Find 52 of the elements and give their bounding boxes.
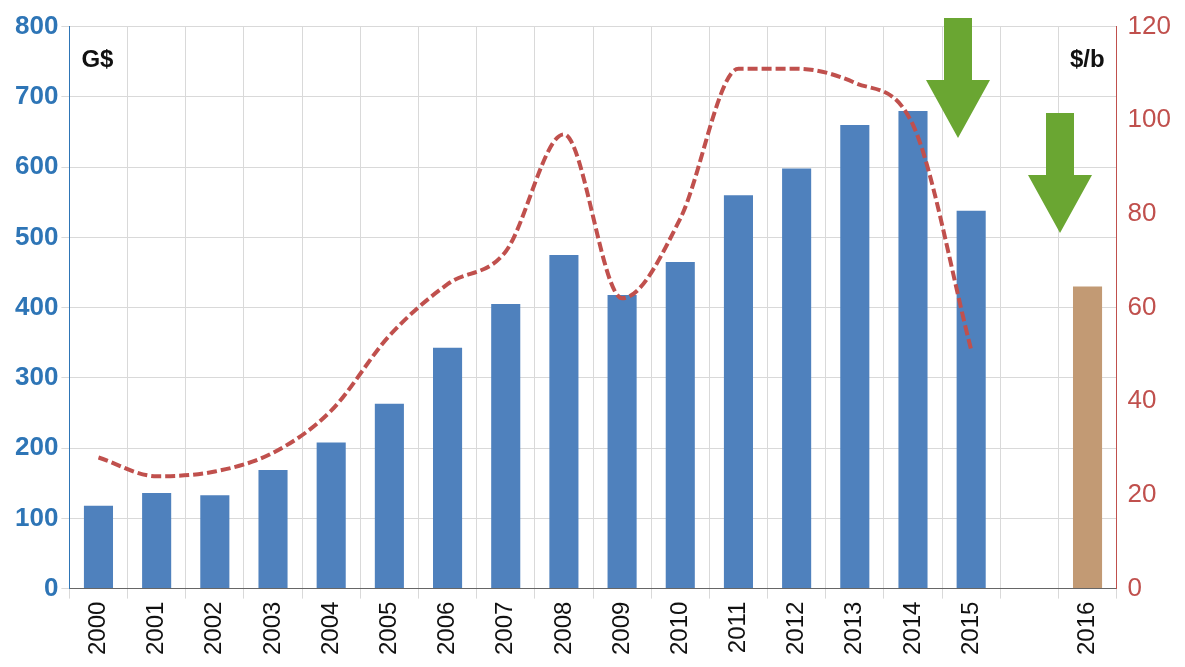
y2-tick-label: 0 [1127,571,1143,602]
x-tick-label: 2005 [373,601,401,655]
y2-tick-label: 80 [1127,197,1157,228]
y-tick-label: 700 [14,80,59,111]
x-tick-label: 2011 [723,601,751,654]
x-tick-label: 2002 [199,601,227,655]
x-tick-label: 2012 [781,601,809,655]
bar [840,124,870,589]
bar [83,505,114,589]
bar [433,347,463,589]
x-tick-label: 2014 [897,601,925,655]
y2-tick-label: 120 [1127,9,1172,40]
y-tick-label: 300 [14,361,59,392]
y-tick-label: 600 [14,150,59,181]
x-tick-label: 2007 [490,601,518,655]
y-axis-title: G$ [81,45,115,73]
y-tick-label: 200 [14,431,59,462]
bar [374,403,404,589]
x-tick-label: 2003 [257,601,285,655]
x-tick-label: 2008 [548,601,576,655]
bar [665,261,695,589]
x-tick-label: 2001 [141,601,169,655]
y-tick-label: 500 [14,220,59,251]
y-tick-label: 400 [14,290,59,321]
bar [549,254,579,589]
bar [782,168,812,589]
bar [898,110,928,589]
bar [607,294,637,589]
bar [956,210,986,589]
y2-tick-label: 40 [1127,384,1157,415]
y2-tick-label: 20 [1127,478,1157,509]
bar [258,469,288,589]
bar [200,495,230,589]
x-tick-label: 2004 [315,601,343,655]
bar [316,442,346,589]
x-tick-label: 2000 [83,601,111,655]
x-tick-label: 2006 [432,601,460,655]
y-tick-label: 100 [14,501,59,532]
y2-tick-label: 60 [1127,290,1157,321]
x-tick-label: 2013 [839,601,867,655]
x-tick-label: 2015 [955,601,983,655]
x-tick-label: 2016 [1072,601,1100,655]
bar [723,195,753,589]
x-tick-label: 2009 [606,601,634,655]
bar [1072,286,1103,589]
bar [142,493,172,589]
y2-tick-label: 100 [1127,103,1172,134]
x-tick-label: 2010 [664,601,692,655]
bar [491,304,521,589]
y-tick-label: 0 [43,571,59,602]
y-tick-label: 800 [14,9,59,40]
y2-axis-title: $/b [1069,45,1105,73]
